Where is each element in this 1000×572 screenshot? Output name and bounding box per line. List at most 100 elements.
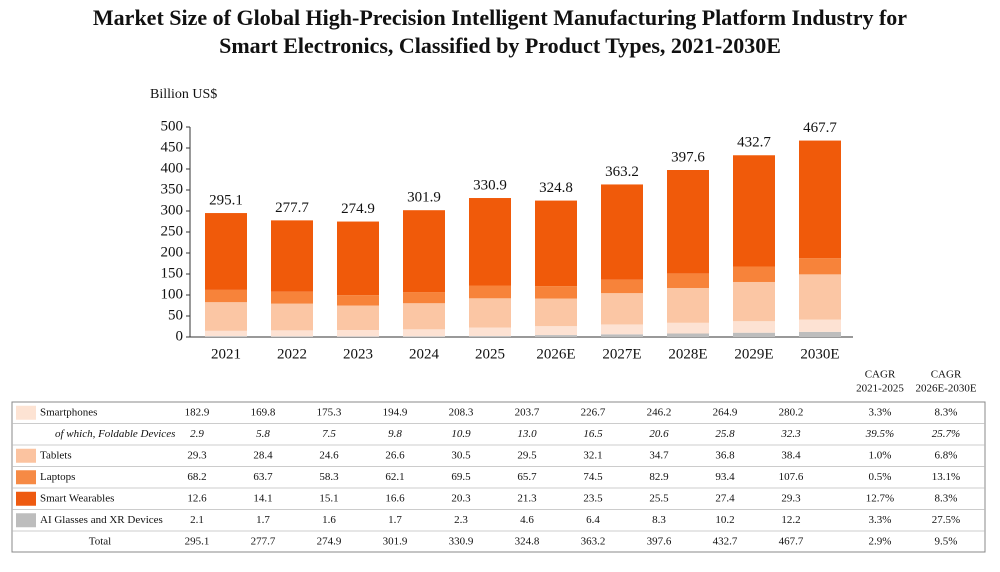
bar-segment: [337, 329, 379, 337]
table-cell: 301.9: [383, 535, 408, 547]
table-cell: 23.5: [583, 492, 603, 504]
bar-segment: [535, 326, 577, 336]
table-cell: 226.7: [581, 406, 606, 418]
cagr-cell: 3.3%: [869, 406, 892, 418]
total-label: 397.6: [671, 149, 705, 165]
table-cell: 69.5: [451, 471, 471, 483]
table-cell: 14.1: [253, 492, 272, 504]
bar-segment: [337, 336, 379, 337]
table-cell: 29.3: [187, 449, 207, 461]
table-cell: 264.9: [713, 406, 738, 418]
row-label: Laptops: [40, 471, 75, 483]
bar-segment: [799, 140, 841, 259]
bar-segment: [733, 155, 775, 267]
total-label: 432.7: [737, 135, 771, 151]
table-cell: 30.5: [451, 449, 471, 461]
total-label: 324.8: [539, 180, 573, 196]
table-cell: 58.3: [319, 471, 339, 483]
x-tick-label: 2029E: [734, 346, 773, 362]
table-cell: 26.6: [385, 449, 405, 461]
bar-segment: [733, 332, 775, 337]
bar-segment: [469, 298, 511, 328]
bar-segment: [403, 210, 445, 293]
bar-segment: [733, 321, 775, 333]
chart-title: Smart Electronics, Classified by Product…: [219, 33, 781, 58]
bar-segment: [469, 285, 511, 299]
x-tick-label: 2023: [343, 346, 373, 362]
table-cell: 2.3: [454, 514, 468, 526]
bar-segment: [403, 336, 445, 337]
table-cell: 12.6: [187, 492, 207, 504]
y-tick-label: 0: [176, 328, 184, 344]
cagr-cell: 0.5%: [869, 471, 892, 483]
bar-segment: [271, 303, 313, 331]
bar-segment: [601, 293, 643, 325]
table-cell: 107.6: [779, 471, 804, 483]
y-tick-label: 50: [168, 307, 183, 323]
bar-segment: [601, 334, 643, 337]
row-label: Tablets: [40, 449, 72, 461]
total-label: 277.7: [275, 200, 309, 216]
y-tick-label: 300: [161, 202, 184, 218]
table-cell: 277.7: [251, 535, 276, 547]
legend-swatch: [16, 470, 36, 485]
cagr-cell: 8.3%: [935, 406, 958, 418]
bar-segment: [535, 286, 577, 299]
table-cell: 10.2: [715, 514, 734, 526]
table-cell: 4.6: [520, 514, 534, 526]
table-cell: 246.2: [647, 406, 672, 418]
chart-title: Market Size of Global High-Precision Int…: [93, 5, 907, 30]
table-cell: 2.9: [190, 428, 204, 440]
table-cell: 13.0: [517, 428, 537, 440]
cagr-header: CAGR: [865, 369, 896, 381]
x-tick-label: 2028E: [668, 346, 707, 362]
row-label: AI Glasses and XR Devices: [40, 514, 163, 526]
cagr-cell: 3.3%: [869, 514, 892, 526]
table-cell: 29.3: [781, 492, 801, 504]
bar-segment: [469, 327, 511, 337]
cagr-cell: 12.7%: [866, 492, 894, 504]
cagr-cell: 8.3%: [935, 492, 958, 504]
table-cell: 32.3: [780, 428, 801, 440]
table-cell: 432.7: [713, 535, 738, 547]
bar-segment: [403, 303, 445, 330]
bar-segment: [337, 295, 379, 306]
table-cell: 274.9: [317, 535, 342, 547]
row-label-total: Total: [89, 535, 111, 547]
table-cell: 34.7: [649, 449, 669, 461]
bar-segment: [667, 273, 709, 288]
cagr-cell: 13.1%: [932, 471, 960, 483]
cagr-header: 2021-2025: [856, 383, 904, 395]
table-border: [11, 401, 986, 553]
y-tick-label: 450: [161, 139, 184, 155]
table-cell: 25.8: [715, 428, 735, 440]
table-cell: 9.8: [388, 428, 402, 440]
table-cell: 29.5: [517, 449, 537, 461]
cagr-header: CAGR: [931, 369, 962, 381]
bar-segment: [667, 287, 709, 323]
legend-swatch: [16, 448, 36, 463]
table-cell: 27.4: [715, 492, 735, 504]
bar-segment: [535, 335, 577, 337]
cagr-cell: 39.5%: [865, 428, 894, 440]
x-tick-label: 2030E: [800, 346, 839, 362]
table-cell: 7.5: [322, 428, 336, 440]
legend-swatch: [16, 491, 36, 506]
table-cell: 21.3: [517, 492, 537, 504]
table-cell: 8.3: [652, 514, 666, 526]
bar-segment: [337, 221, 379, 296]
row-label: Smart Wearables: [40, 492, 114, 504]
bar-segment: [799, 258, 841, 275]
table-cell: 20.6: [649, 428, 669, 440]
table-cell: 203.7: [515, 406, 540, 418]
cagr-header: 2026E-2030E: [915, 383, 976, 395]
cagr-cell: 25.7%: [932, 428, 960, 440]
bar-segment: [733, 266, 775, 282]
cagr-cell: 27.5%: [932, 514, 960, 526]
table-cell: 169.8: [251, 406, 276, 418]
x-tick-label: 2022: [277, 346, 307, 362]
total-label: 330.9: [473, 177, 507, 193]
cagr-cell: 1.0%: [869, 449, 892, 461]
bar-segment: [733, 281, 775, 322]
legend-swatch: [16, 513, 36, 528]
